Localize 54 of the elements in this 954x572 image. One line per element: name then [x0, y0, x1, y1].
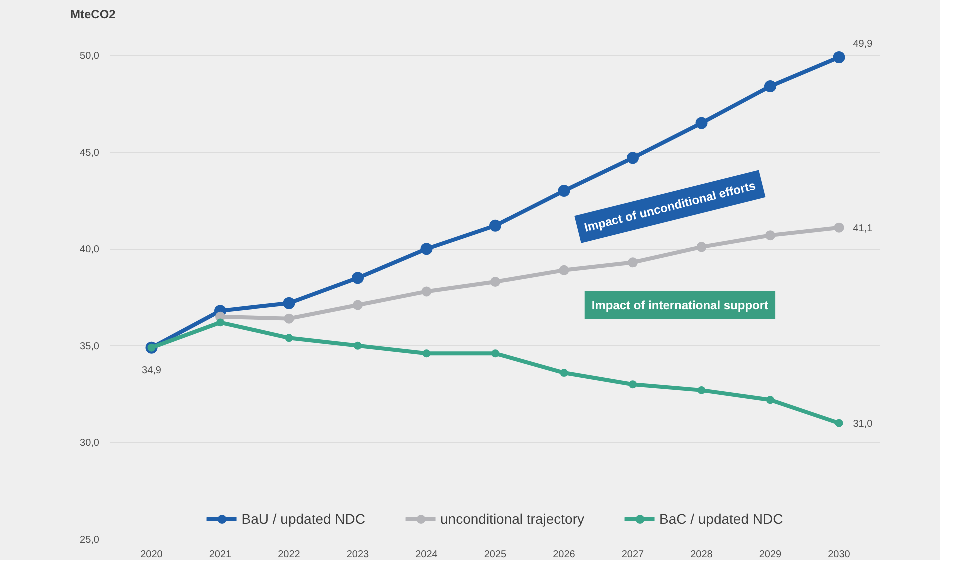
point [696, 117, 708, 130]
x-tick-label: 2026 [553, 550, 576, 560]
data-label: 34,9 [142, 365, 162, 376]
legend-label: unconditional trajectory [440, 511, 584, 527]
point [490, 220, 502, 232]
x-tick-label: 2023 [346, 550, 370, 560]
x-tick-label: 2025 [484, 550, 508, 560]
x-tick-label: 2024 [416, 550, 438, 560]
point [698, 386, 706, 394]
point [696, 242, 707, 252]
point [764, 80, 776, 92]
y-axis-title: MteCO2 [70, 8, 116, 22]
point [766, 396, 774, 404]
point [216, 318, 224, 327]
point [285, 334, 294, 342]
point [833, 51, 846, 64]
point [492, 350, 500, 358]
point [560, 369, 568, 378]
point [422, 286, 432, 297]
legend-label: BaC / updated NDC [659, 511, 784, 527]
y-tick-label: 40,0 [80, 244, 100, 256]
point [353, 300, 363, 310]
point [559, 265, 570, 276]
x-tick-label: 2030 [828, 550, 851, 560]
point [284, 314, 294, 324]
point [354, 342, 362, 350]
point [422, 350, 431, 358]
x-tick-label: 2022 [278, 550, 301, 560]
point [420, 243, 433, 256]
y-tick-label: 50,0 [80, 51, 100, 62]
x-tick-label: 2028 [690, 550, 714, 560]
point [283, 297, 296, 310]
y-tick-label: 25,0 [80, 535, 100, 546]
y-tick-label: 30,0 [80, 438, 100, 450]
point [629, 380, 637, 389]
annotation: Impact of international support [592, 298, 769, 312]
point [352, 272, 364, 284]
point [628, 258, 638, 268]
point [558, 185, 570, 198]
point [834, 222, 844, 233]
point [627, 152, 639, 164]
x-tick-label: 2020 [140, 550, 164, 560]
point [835, 419, 844, 428]
data-label: 49,9 [853, 38, 874, 50]
point [490, 277, 500, 288]
y-tick-label: 35,0 [80, 341, 100, 352]
data-label: 41,1 [853, 223, 874, 234]
x-tick-label: 2029 [759, 550, 782, 560]
x-tick-label: 2027 [622, 550, 645, 560]
y-tick-label: 45,0 [80, 148, 100, 159]
data-label: 31,0 [853, 418, 874, 430]
legend-label: BaU / updated NDC [242, 511, 366, 527]
point [766, 230, 776, 241]
x-tick-label: 2021 [209, 550, 232, 560]
